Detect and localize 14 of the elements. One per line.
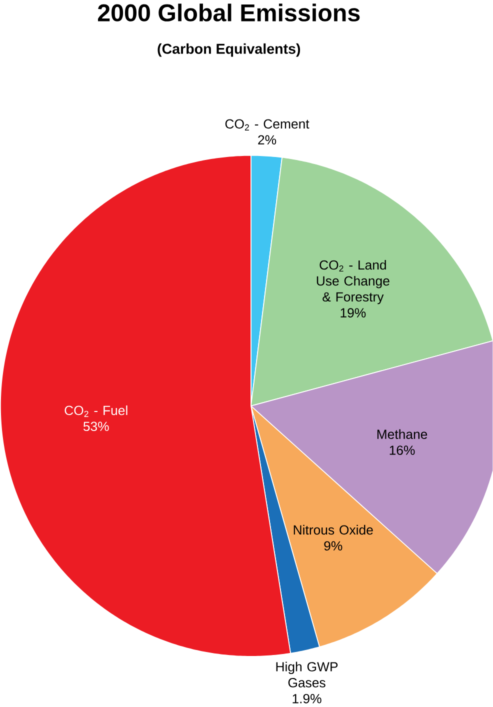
- slice-label: CO$_{2}$ - Cement: [226, 119, 310, 130]
- slice-label: High GWP Gases: [276, 662, 338, 688]
- chart-title: 2000 Global Emissions: [98, 4, 360, 22]
- chart-subtitle: (Carbon Equivalents): [158, 43, 300, 57]
- data-label: 19%: [340, 308, 366, 318]
- slice-label: Nitrous Oxide: [294, 524, 374, 535]
- slice-label: Methane: [378, 429, 428, 439]
- slice-label: CO$_{2}$ - Fuel: [64, 405, 128, 417]
- data-label: 2%: [258, 135, 276, 144]
- data-label: 1.9%: [292, 694, 322, 704]
- slice-label: CO$_{2}$ - Land Use Change & Forestry: [317, 260, 390, 304]
- data-label: 16%: [390, 446, 415, 455]
- data-label: 9%: [324, 541, 342, 551]
- data-label: 53%: [84, 422, 110, 432]
